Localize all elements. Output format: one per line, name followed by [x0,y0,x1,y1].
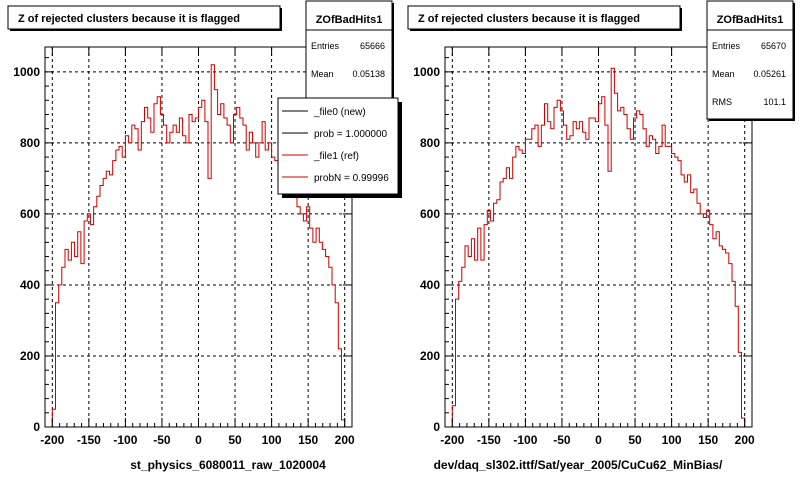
y-tick-label: 1000 [13,65,40,79]
y-tick-label: 400 [420,278,440,292]
y-tick-label: 600 [420,207,440,221]
stats-title: ZOfBadHits1 [316,14,383,26]
x-tick-label: -50 [553,433,571,447]
legend-entry: prob = 1.000000 [314,129,388,140]
y-tick-label: 800 [20,136,40,150]
stats-label: Entries [311,41,340,51]
legend-frame [277,97,399,195]
x-axis-label: st_physics_6080011_raw_1020004 [130,458,326,472]
x-tick-label: -150 [477,433,501,447]
x-tick-label: -100 [113,433,137,447]
histogram-panel-2: -200 -150 -100 -50 0 50 100 150 200 0 200 400 600 800… [407,0,795,472]
x-tick-label: -150 [77,433,101,447]
x-tick-label: -50 [153,433,171,447]
y-tick-label: 400 [20,278,40,292]
y-tick-label: 1000 [413,65,440,79]
chart-title: Z of rejected clusters because it is fla… [18,13,240,25]
stats-title: ZOfBadHits1 [717,14,784,26]
y-tick-label: 200 [420,349,440,363]
legend-entry: _file1 (ref) [313,151,359,162]
histogram-panel-1: -200 -150 -100 -50 0 50 100 150 200 0 200 400 600 800… [7,0,402,472]
stats-value: 101.1 [763,97,786,107]
y-tick-label: 0 [33,420,40,434]
x-axis-label: dev/daq_sl302.ittf/Sat/year_2005/CuCu62_… [434,458,723,472]
x-tick-label: 150 [698,433,718,447]
stats-label: Entries [712,41,741,51]
stats-label: RMS [712,97,732,107]
x-tick-label: 200 [735,433,755,447]
x-tick-label: 150 [298,433,318,447]
x-tick-label: -200 [440,433,464,447]
stats-value: 0.05261 [753,69,786,79]
y-tick-label: 0 [433,420,440,434]
x-tick-label: -100 [513,433,537,447]
chart-title: Z of rejected clusters because it is fla… [418,13,640,25]
x-tick-label: 50 [628,433,642,447]
stats-label: Mean [712,69,735,79]
legend-entry: _file0 (new) [313,107,366,118]
x-tick-label: 50 [228,433,242,447]
legend: _file0 (new) prob = 1.000000 _file1 (ref) p… [277,97,402,198]
y-tick-label: 600 [20,207,40,221]
x-tick-label: 100 [662,433,682,447]
x-tick-label: 100 [262,433,282,447]
y-tick-label: 200 [20,349,40,363]
title-box [407,5,681,30]
stats-value: 0.05138 [352,69,385,79]
x-tick-label: 0 [195,433,202,447]
x-tick-label: 200 [335,433,355,447]
title-box [7,5,281,30]
stats-box: ZOfBadHits1 Entries 65670 Mean 0.05261 RMS 101… [706,0,795,121]
stats-value: 65670 [761,41,786,51]
stats-box-frame [706,0,794,120]
stats-label: Mean [311,69,334,79]
histogram-series-1 [451,67,746,427]
stats-value: 65666 [360,41,385,51]
y-tick-label: 800 [420,136,440,150]
x-tick-label: 0 [595,433,602,447]
x-tick-label: -200 [40,433,64,447]
legend-entry: probN = 0.99996 [314,173,389,184]
